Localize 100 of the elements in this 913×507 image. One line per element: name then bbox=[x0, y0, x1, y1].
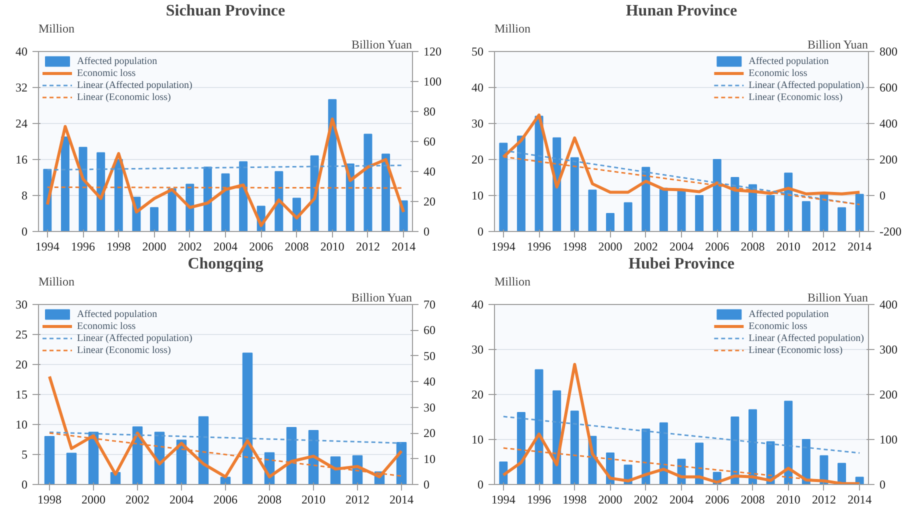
legend-label: Economic loss bbox=[748, 67, 808, 79]
y2-tick-label: 100 bbox=[424, 74, 442, 88]
y2-tick-label: 60 bbox=[424, 134, 436, 148]
x-tick-label: 2000 bbox=[142, 240, 166, 254]
y2-tick-label: 30 bbox=[424, 400, 436, 414]
x-tick-label: 2004 bbox=[214, 240, 238, 254]
y-axis-title: Million bbox=[494, 274, 531, 288]
y-tick-label: 20 bbox=[472, 388, 484, 402]
x-tick-label: 2012 bbox=[356, 240, 380, 254]
y-tick-label: 5 bbox=[22, 448, 28, 462]
y-tick-label: 20 bbox=[16, 358, 28, 372]
y-tick-label: 30 bbox=[472, 116, 484, 130]
y-tick-label: 8 bbox=[22, 188, 28, 202]
y-tick-label: 10 bbox=[472, 432, 484, 446]
x-tick-label: 2002 bbox=[634, 240, 658, 254]
legend-label: Economic loss bbox=[77, 320, 136, 332]
x-tick-label: 2004 bbox=[170, 492, 194, 506]
x-tick-label: 2004 bbox=[670, 240, 694, 254]
legend-label: Linear (Affected population) bbox=[748, 79, 864, 91]
chart-title: Hunan Province bbox=[626, 2, 738, 20]
legend-label: Linear (Economic loss) bbox=[77, 344, 171, 356]
x-tick-label: 2002 bbox=[634, 492, 658, 506]
x-tick-label: 1998 bbox=[38, 492, 62, 506]
y-tick-label: 0 bbox=[478, 224, 484, 238]
chart-title: Hubei Province bbox=[628, 256, 734, 272]
x-tick-label: 1996 bbox=[71, 240, 96, 254]
y-tick-label: 0 bbox=[22, 224, 28, 238]
x-tick-label: 2008 bbox=[258, 492, 282, 506]
y2-tick-label: 100 bbox=[880, 432, 898, 446]
x-tick-label: 1998 bbox=[106, 240, 131, 254]
y-tick-label: 15 bbox=[16, 388, 28, 402]
y2-axis-title: Billion Yuan bbox=[808, 290, 868, 304]
x-tick-label: 2014 bbox=[390, 492, 414, 506]
x-tick-label: 2002 bbox=[126, 492, 150, 506]
y-tick-label: 40 bbox=[472, 298, 484, 312]
y2-tick-label: -200 bbox=[880, 224, 902, 238]
x-tick-label: 2006 bbox=[249, 240, 274, 254]
x-tick-label: 1996 bbox=[527, 492, 552, 506]
y2-axis-title: Billion Yuan bbox=[808, 38, 868, 52]
x-tick-label: 2000 bbox=[598, 492, 622, 506]
y-tick-label: 50 bbox=[472, 44, 484, 58]
y-tick-label: 10 bbox=[16, 418, 28, 432]
y2-tick-label: 0 bbox=[424, 478, 430, 492]
y-tick-label: 32 bbox=[16, 80, 28, 94]
y2-tick-label: 200 bbox=[880, 152, 898, 166]
y-tick-label: 40 bbox=[16, 44, 28, 58]
y-tick-label: 30 bbox=[472, 342, 484, 356]
y-axis-title: Million bbox=[38, 22, 75, 36]
y-tick-label: 16 bbox=[16, 152, 28, 166]
y-tick-label: 25 bbox=[16, 328, 28, 342]
y2-tick-label: 40 bbox=[424, 374, 436, 389]
x-tick-label: 2014 bbox=[848, 492, 872, 506]
x-tick-label: 1994 bbox=[35, 240, 60, 254]
y2-tick-label: 0 bbox=[880, 478, 886, 492]
legend-label: Linear (Economic loss) bbox=[77, 91, 171, 103]
x-tick-label: 2010 bbox=[776, 492, 800, 506]
x-tick-label: 2006 bbox=[705, 240, 730, 254]
x-tick-label: 2010 bbox=[776, 240, 800, 254]
y2-tick-label: 20 bbox=[424, 194, 436, 208]
legend-label: Affected population bbox=[77, 55, 158, 67]
y2-tick-label: 60 bbox=[424, 323, 436, 338]
x-tick-label: 2014 bbox=[392, 240, 416, 254]
y-tick-label: 24 bbox=[16, 116, 28, 130]
x-tick-label: 2006 bbox=[705, 492, 730, 506]
x-tick-label: 1994 bbox=[491, 240, 516, 254]
y2-tick-label: 400 bbox=[880, 116, 898, 130]
x-tick-label: 2010 bbox=[302, 492, 326, 506]
y2-tick-label: 80 bbox=[424, 104, 436, 118]
legend-label: Linear (Economic loss) bbox=[748, 344, 843, 356]
x-tick-label: 2000 bbox=[82, 492, 106, 506]
legend-label: Linear (Economic loss) bbox=[748, 91, 843, 103]
x-tick-label: 2012 bbox=[346, 492, 370, 506]
y2-axis-title: Billion Yuan bbox=[352, 290, 412, 304]
x-tick-label: 2008 bbox=[740, 492, 765, 506]
y2-tick-label: 10 bbox=[424, 452, 436, 466]
y2-tick-label: 70 bbox=[424, 298, 436, 312]
y2-tick-label: 300 bbox=[880, 342, 898, 356]
chart-title: Sichuan Province bbox=[166, 2, 286, 20]
x-tick-label: 2002 bbox=[178, 240, 202, 254]
y2-tick-label: 120 bbox=[424, 44, 442, 58]
x-tick-label: 2000 bbox=[598, 240, 622, 254]
y2-tick-label: 0 bbox=[880, 188, 886, 202]
legend-label: Linear (Affected population) bbox=[748, 332, 864, 344]
y-tick-label: 40 bbox=[472, 80, 484, 94]
y2-tick-label: 40 bbox=[424, 164, 436, 178]
x-tick-label: 1998 bbox=[562, 240, 587, 254]
chart-title: Chongqing bbox=[188, 256, 264, 272]
y-axis-title: Million bbox=[494, 22, 531, 36]
legend-label: Affected population bbox=[748, 55, 829, 67]
y2-tick-label: 800 bbox=[880, 44, 898, 58]
x-tick-label: 2006 bbox=[214, 492, 238, 506]
x-tick-label: 2012 bbox=[812, 240, 836, 254]
x-tick-label: 1996 bbox=[527, 240, 552, 254]
x-tick-label: 2008 bbox=[284, 240, 309, 254]
x-tick-label: 2010 bbox=[320, 240, 344, 254]
y2-tick-label: 400 bbox=[880, 298, 898, 312]
x-tick-label: 2004 bbox=[670, 492, 694, 506]
y2-tick-label: 50 bbox=[424, 348, 436, 363]
x-tick-label: 1994 bbox=[491, 492, 516, 506]
y2-tick-label: 0 bbox=[424, 224, 430, 238]
